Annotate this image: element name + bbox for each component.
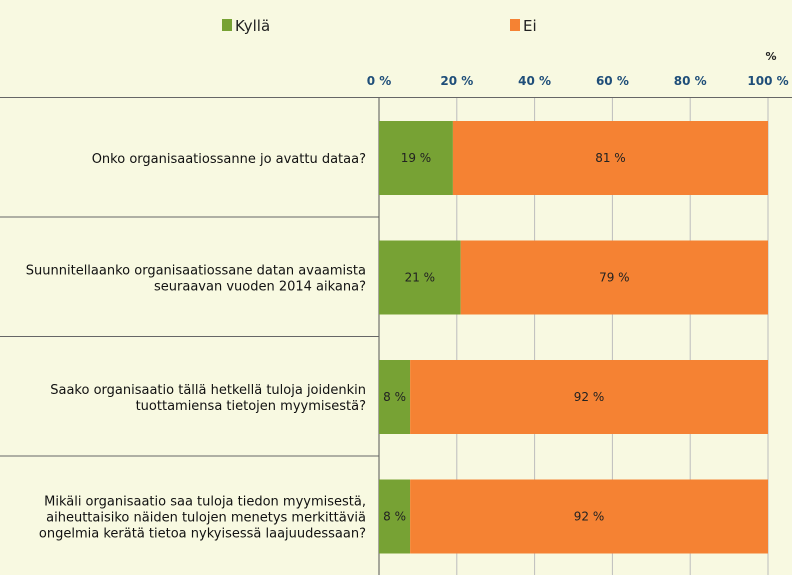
bar-kyll-3 xyxy=(379,479,411,554)
data-label: 8 % xyxy=(383,510,406,524)
bar-ei-1 xyxy=(460,240,768,315)
legend-swatch-1 xyxy=(510,19,520,31)
x-tick-label: 60 % xyxy=(596,74,629,88)
category-label: Saako organisaatio tällä hetkellä tuloja… xyxy=(50,383,366,414)
x-tick-label: 20 % xyxy=(440,74,473,88)
data-label: 79 % xyxy=(599,271,630,285)
data-label: 81 % xyxy=(595,151,626,165)
legend-label-0: Kyllä xyxy=(235,17,270,35)
data-label: 92 % xyxy=(574,510,605,524)
axis-unit-label: % xyxy=(765,50,776,63)
category-label: Onko organisaatiossanne jo avattu dataa? xyxy=(92,152,366,167)
category-label: Suunnitellaanko organisaatiossane datan … xyxy=(26,264,366,295)
bar-kyll-2 xyxy=(379,360,411,434)
category-label: Mikäli organisaatio saa tuloja tiedon my… xyxy=(39,495,366,542)
category-labels: Onko organisaatiossanne jo avattu dataa?… xyxy=(26,152,366,542)
x-tick-label: 0 % xyxy=(367,74,392,88)
data-label: 92 % xyxy=(574,390,605,404)
data-label: 8 % xyxy=(383,390,406,404)
x-axis: % 0 % 20 % 40 % 60 % 80 % 100 % xyxy=(367,50,789,88)
bar-ei-0 xyxy=(452,121,768,195)
x-tick-label: 80 % xyxy=(674,74,707,88)
bars: 19 % 81 % 21 % 79 % 8 % 92 % 8 % 92 % xyxy=(379,121,768,554)
bar-kyll-1 xyxy=(379,240,461,315)
data-label: 21 % xyxy=(405,271,436,285)
x-tick-label: 40 % xyxy=(518,74,551,88)
legend: Kyllä Ei xyxy=(222,17,537,35)
data-label: 19 % xyxy=(401,151,432,165)
bar-ei-3 xyxy=(410,479,768,554)
bar-ei-2 xyxy=(410,360,768,434)
legend-label-1: Ei xyxy=(523,17,537,35)
legend-swatch-0 xyxy=(222,19,232,31)
bar-kyll-0 xyxy=(379,121,453,195)
x-tick-label: 100 % xyxy=(747,74,788,88)
